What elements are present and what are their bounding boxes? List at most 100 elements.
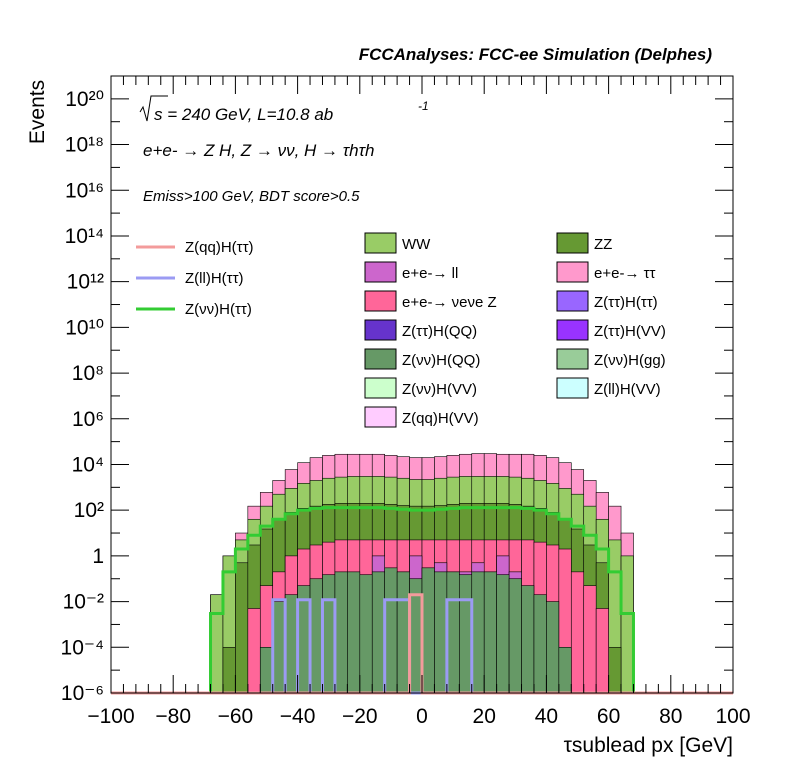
legend-fill-swatch bbox=[556, 261, 589, 283]
chart-title: FCCAnalyses: FCC-ee Simulation (Delphes) bbox=[359, 45, 713, 64]
legend: Z(qq)H(ττ) Z(ll)H(ττ) Z(νν)H(ττ) WW ZZ e+e-→ … bbox=[136, 232, 666, 428]
legend-entry-label: Z(ll)H(VV) bbox=[594, 381, 661, 398]
legend-entry-label: Z(νν)H(gg) bbox=[594, 352, 666, 369]
y-tick-label: 10¹⁴ bbox=[65, 225, 104, 248]
y-tick-label: 10² bbox=[74, 499, 104, 522]
axis-layer: −100 −80 −60 −40 −20 0 20 40 60 80 100 10⁻⁶ 10⁻⁴ 10⁻²… bbox=[61, 76, 751, 728]
x-tick-label: 40 bbox=[535, 705, 558, 728]
stack-bin bbox=[297, 585, 311, 694]
y-tick-label: 10⁴ bbox=[72, 453, 104, 476]
legend-entry-label: WW bbox=[402, 236, 431, 253]
stack-bin bbox=[508, 578, 522, 694]
legend-entry-label: Z(νν)H(QQ) bbox=[402, 352, 480, 369]
stack-bin bbox=[222, 646, 236, 694]
legend-fill-swatch bbox=[556, 348, 589, 370]
stack-bin bbox=[396, 571, 410, 694]
stack-bin bbox=[496, 574, 510, 694]
stack-bin bbox=[446, 571, 460, 694]
stack-bin bbox=[272, 601, 286, 694]
y-tick-label: 10²⁰ bbox=[65, 88, 104, 111]
stack-bin bbox=[247, 608, 261, 694]
stack-bin bbox=[583, 585, 597, 694]
y-tick-label: 1 bbox=[92, 545, 104, 568]
y-axis-title: Events bbox=[26, 80, 49, 144]
legend-fill-swatch bbox=[364, 406, 397, 428]
legend-entry-label: Z(ττ)H(VV) bbox=[594, 323, 666, 340]
legend-entry-label: Z(νν)H(VV) bbox=[402, 381, 477, 398]
x-tick-label: 80 bbox=[659, 705, 682, 728]
stack-bin bbox=[334, 571, 348, 694]
legend-entry-label: Z(qq)H(ττ) bbox=[185, 239, 254, 256]
legend-entry-label: e+e-→ νeνe Z bbox=[402, 294, 497, 311]
x-tick-label: −80 bbox=[155, 705, 191, 728]
x-tick-label: 60 bbox=[597, 705, 620, 728]
legend-entry-label: ZZ bbox=[594, 236, 612, 253]
cut-line: Emiss>100 GeV, BDT score>0.5 bbox=[143, 188, 360, 205]
legend-fill-swatch bbox=[556, 232, 589, 254]
y-tick-label: 10¹⁸ bbox=[65, 134, 104, 157]
stack-bin bbox=[521, 585, 535, 694]
x-tick-label: −20 bbox=[342, 705, 378, 728]
stack-bin bbox=[459, 574, 473, 694]
stack-bin bbox=[434, 571, 448, 694]
legend-entry-label: e+e-→ ll bbox=[402, 265, 458, 282]
stack-bin bbox=[235, 562, 249, 694]
sqrt-symbol-icon bbox=[139, 95, 168, 122]
stack-bin bbox=[421, 567, 435, 694]
y-tick-label: 10⁻⁶ bbox=[61, 682, 104, 705]
y-tick-label: 10¹⁶ bbox=[65, 179, 104, 202]
legend-entry-label: e+e-→ ττ bbox=[594, 265, 656, 282]
stack-bin bbox=[259, 646, 274, 694]
legend-fill-swatch bbox=[556, 377, 589, 399]
legend-entry-label: Z(νν)H(ττ) bbox=[185, 301, 252, 318]
stack-bin bbox=[608, 646, 622, 694]
x-axis-title: τsublead px [GeV] bbox=[564, 734, 733, 757]
y-tick-label: 10⁻⁴ bbox=[61, 636, 104, 659]
x-tick-label: −40 bbox=[280, 705, 316, 728]
stack-bin bbox=[384, 567, 398, 694]
stack-bin bbox=[309, 578, 323, 694]
legend-entry-label: Z(ττ)H(QQ) bbox=[402, 323, 477, 340]
y-tick-label: 10⁻² bbox=[63, 591, 104, 614]
stack-bin bbox=[620, 555, 634, 694]
legend-fill-swatch bbox=[364, 232, 397, 254]
x-tick-label: −60 bbox=[218, 705, 254, 728]
stack-bin bbox=[359, 574, 373, 694]
stack-bin bbox=[471, 571, 485, 694]
stack-bin bbox=[347, 571, 361, 694]
stack-bin bbox=[533, 594, 547, 694]
stack-bin bbox=[371, 571, 385, 694]
legend-fill-swatch bbox=[364, 348, 397, 370]
y-tick-label: 10⁶ bbox=[72, 408, 104, 431]
sqrt-s-line: s = 240 GeV, L=10.8 ab bbox=[154, 105, 333, 124]
y-tick-label: 10⁸ bbox=[72, 362, 104, 385]
lumi-exponent: -1 bbox=[418, 99, 429, 113]
legend-fill-swatch bbox=[364, 377, 397, 399]
legend-entry-label: Z(ττ)H(ττ) bbox=[594, 294, 658, 311]
x-tick-label: −100 bbox=[87, 705, 134, 728]
legend-fill-swatch bbox=[364, 261, 397, 283]
stack-bin bbox=[210, 594, 224, 694]
stack-bin bbox=[322, 574, 336, 694]
stack-bin bbox=[570, 571, 585, 694]
x-tick-label: 0 bbox=[416, 705, 428, 728]
x-tick-label: 100 bbox=[715, 705, 750, 728]
legend-fill-swatch bbox=[556, 290, 589, 312]
legend-fill-swatch bbox=[556, 319, 589, 341]
sqrt-s-annotation: s = 240 GeV, L=10.8 ab -1 bbox=[139, 95, 429, 124]
stack-bin bbox=[284, 594, 298, 694]
signal-line-Z(νν)H(ττ) bbox=[111, 506, 733, 695]
stack-bin bbox=[483, 571, 497, 694]
legend-fill-swatch bbox=[364, 290, 397, 312]
y-tick-label: 10¹⁰ bbox=[65, 316, 104, 339]
x-tick-label: 20 bbox=[473, 705, 496, 728]
stack-bin bbox=[546, 601, 560, 694]
stack-Z(νν)H(QQ) bbox=[259, 567, 572, 694]
stack-bin bbox=[558, 646, 572, 694]
stack-bin bbox=[595, 608, 609, 694]
legend-entry-label: Z(qq)H(VV) bbox=[402, 410, 479, 427]
legend-fill-swatch bbox=[364, 319, 397, 341]
process-line: e+e- → Z H, Z → νν, H → τhτh bbox=[143, 141, 374, 160]
y-tick-label: 10¹² bbox=[67, 271, 104, 294]
